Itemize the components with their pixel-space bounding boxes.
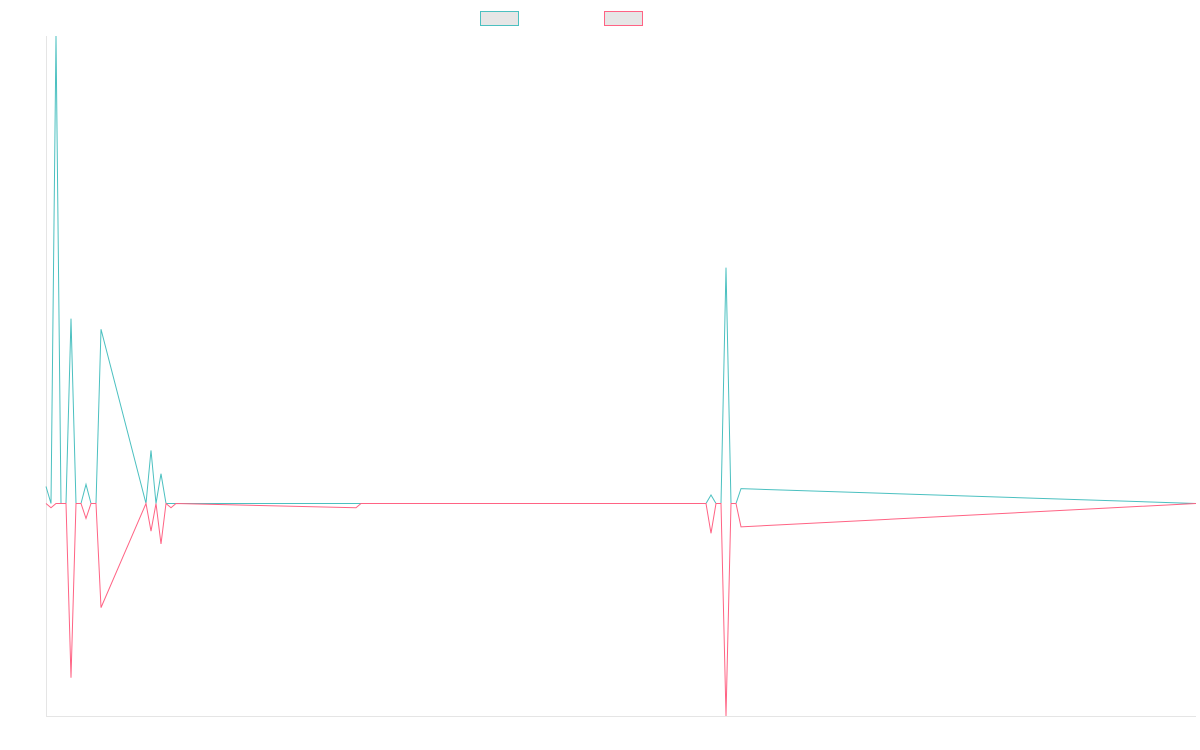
series-layer bbox=[45, 35, 1197, 717]
legend bbox=[0, 9, 1200, 27]
legend-item-series-2[interactable] bbox=[604, 9, 649, 27]
legend-swatch-series-1 bbox=[480, 10, 519, 26]
series-line-2 bbox=[45, 501, 1197, 717]
series-line-1 bbox=[45, 35, 1197, 504]
legend-item-series-1[interactable] bbox=[480, 9, 525, 27]
legend-swatch-series-2 bbox=[604, 10, 643, 26]
